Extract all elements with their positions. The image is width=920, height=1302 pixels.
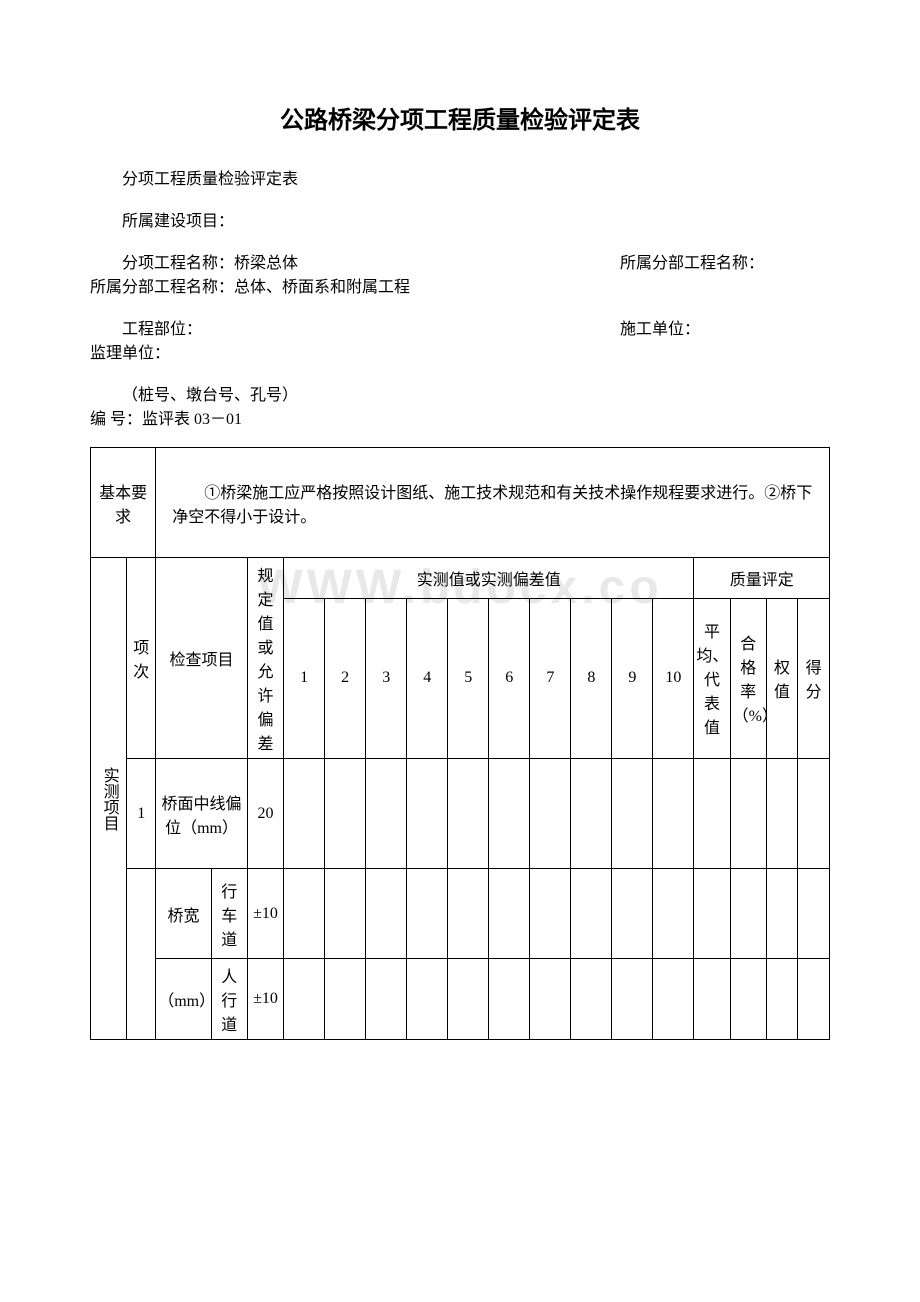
document-title: 公路桥梁分项工程质量检验评定表: [90, 100, 830, 135]
header-row-1: 实测项目 项次 检查项目 规定值或允许偏差 实测值或实测偏差值 质量评定: [91, 558, 830, 599]
hdr-score: 得分: [798, 598, 830, 758]
meta-block-4: 工程部位： 施工单位： 监理单位：: [90, 315, 830, 363]
hdr-rate: 合格率（%）: [730, 598, 766, 758]
r3-m4: [407, 959, 448, 1040]
r2-item: 桥宽: [156, 869, 212, 959]
r1-m2: [325, 759, 366, 869]
basic-req-label: 基本要求: [91, 448, 156, 558]
r2-m4: [407, 869, 448, 959]
r1-m8: [571, 759, 612, 869]
r3-m7: [530, 959, 571, 1040]
r2-m8: [571, 869, 612, 959]
data-row-2: 桥宽 行车道 ±10: [91, 869, 830, 959]
r3-spec: ±10: [247, 959, 283, 1040]
meta-b4-right1: 施工单位：: [620, 315, 830, 339]
data-row-1: 1 桥面中线偏位（mm） 20: [91, 759, 830, 869]
meta-b5-line2: 编 号：监评表 03－01: [90, 405, 830, 429]
r1-rate: [730, 759, 766, 869]
hdr-quality: 质量评定: [694, 558, 830, 599]
r1-weight: [766, 759, 797, 869]
r3-m6: [489, 959, 530, 1040]
hdr-col-4: 4: [407, 598, 448, 758]
r2-score: [798, 869, 830, 959]
r3-m10: [653, 959, 694, 1040]
r1-no: 1: [127, 759, 156, 869]
r2-no: [127, 869, 156, 1040]
meta-b3-right1: 所属分部工程名称：: [620, 249, 830, 273]
r1-score: [798, 759, 830, 869]
r1-m4: [407, 759, 448, 869]
r2-spec: ±10: [247, 869, 283, 959]
hdr-col-1: 1: [284, 598, 325, 758]
hdr-col-3: 3: [366, 598, 407, 758]
r2-m7: [530, 869, 571, 959]
meta-b3-left1: 分项工程名称：桥梁总体: [90, 249, 620, 273]
hdr-checkitem: 检查项目: [156, 558, 248, 759]
evaluation-table: 基本要求 ①桥梁施工应严格按照设计图纸、施工技术规范和有关技术操作规程要求进行。…: [90, 447, 830, 1040]
r1-m1: [284, 759, 325, 869]
r1-m7: [530, 759, 571, 869]
r1-m6: [489, 759, 530, 869]
r3-m5: [448, 959, 489, 1040]
r1-m9: [612, 759, 653, 869]
hdr-spec: 规定值或允许偏差: [247, 558, 283, 759]
meta-b3-left2: 所属分部工程名称：总体、桥面系和附属工程: [90, 273, 830, 297]
r2-rate: [730, 869, 766, 959]
hdr-col-8: 8: [571, 598, 612, 758]
meta-line-2: 所属建设项目：: [90, 207, 830, 231]
hdr-col-7: 7: [530, 598, 571, 758]
r1-m10: [653, 759, 694, 869]
r2-m3: [366, 869, 407, 959]
meta-b4-left2: 监理单位：: [90, 339, 830, 363]
r3-m2: [325, 959, 366, 1040]
r3-m8: [571, 959, 612, 1040]
r3-m9: [612, 959, 653, 1040]
meta-block-3: 分项工程名称：桥梁总体 所属分部工程名称： 所属分部工程名称：总体、桥面系和附属…: [90, 249, 830, 297]
group-label-cell: 实测项目: [91, 558, 127, 1040]
meta-block-5: （桩号、墩台号、孔号） 编 号：监评表 03－01: [90, 381, 830, 429]
r3-m3: [366, 959, 407, 1040]
r1-spec: 20: [247, 759, 283, 869]
hdr-col-10: 10: [653, 598, 694, 758]
r3-m1: [284, 959, 325, 1040]
hdr-avg: 平均、代表值: [694, 598, 730, 758]
data-row-3: （mm） 人行道 ±10: [91, 959, 830, 1040]
r1-m5: [448, 759, 489, 869]
r3-rate: [730, 959, 766, 1040]
hdr-itemno: 项次: [127, 558, 156, 759]
r2-sub: 行车道: [211, 869, 247, 959]
r3-item: （mm）: [156, 959, 212, 1040]
r2-weight: [766, 869, 797, 959]
r2-m1: [284, 869, 325, 959]
r3-weight: [766, 959, 797, 1040]
r2-avg: [694, 869, 730, 959]
r2-m2: [325, 869, 366, 959]
r2-m5: [448, 869, 489, 959]
hdr-col-5: 5: [448, 598, 489, 758]
r1-m3: [366, 759, 407, 869]
basic-req-text: ①桥梁施工应严格按照设计图纸、施工技术规范和有关技术操作规程要求进行。②桥下净空…: [156, 448, 830, 558]
meta-b4-left1: 工程部位：: [90, 315, 620, 339]
hdr-col-9: 9: [612, 598, 653, 758]
r1-item: 桥面中线偏位（mm）: [156, 759, 248, 869]
meta-b5-line1: （桩号、墩台号、孔号）: [90, 381, 830, 405]
hdr-measured: 实测值或实测偏差值: [284, 558, 694, 599]
r2-m9: [612, 869, 653, 959]
r3-score: [798, 959, 830, 1040]
basic-req-row: 基本要求 ①桥梁施工应严格按照设计图纸、施工技术规范和有关技术操作规程要求进行。…: [91, 448, 830, 558]
r2-m6: [489, 869, 530, 959]
r1-avg: [694, 759, 730, 869]
r2-m10: [653, 869, 694, 959]
meta-line-1: 分项工程质量检验评定表: [90, 165, 830, 189]
hdr-weight: 权值: [766, 598, 797, 758]
hdr-col-2: 2: [325, 598, 366, 758]
document-content: 公路桥梁分项工程质量检验评定表 分项工程质量检验评定表 所属建设项目： 分项工程…: [90, 100, 830, 1040]
r3-sub: 人行道: [211, 959, 247, 1040]
r3-avg: [694, 959, 730, 1040]
hdr-col-6: 6: [489, 598, 530, 758]
